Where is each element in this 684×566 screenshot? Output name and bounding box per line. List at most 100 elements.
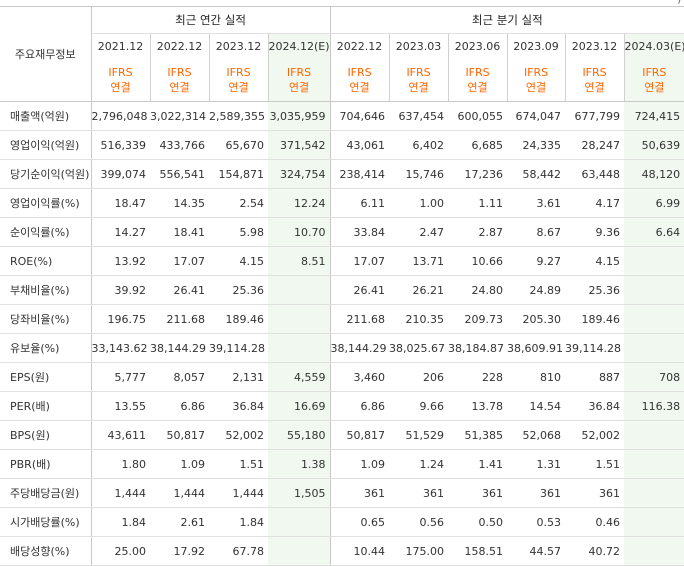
table-row: 부채비율(%) 39.92 26.41 25.36 26.41 26.21 24.80 24.… — [0, 275, 684, 305]
table-cell: 67.78 — [209, 536, 268, 566]
table-cell: 50,817 — [150, 420, 209, 450]
table-cell: 1.84 — [90, 507, 150, 537]
table-row: EPS(원) 5,777 8,057 2,131 4,559 3,460 206 228 810… — [0, 362, 684, 392]
ifrs-consolidated-label: 연결 — [349, 81, 370, 94]
financial-table: 주요재무정보 최근 연간 실적 최근 분기 실적 2021.12 2022.12 2… — [0, 6, 684, 566]
table-cell — [268, 333, 331, 363]
table-cell: 1,444 — [90, 478, 150, 508]
ifrs-standard-label: IFRS — [167, 66, 192, 79]
table-cell: 2,796,048 — [90, 101, 150, 131]
table-cell: 15,746 — [389, 159, 449, 189]
table-cell: 33,143.62 — [90, 333, 150, 363]
table-cell: 4,559 — [268, 362, 331, 392]
period-header: 2023.12 — [564, 33, 625, 59]
ifrs-standard-label: IFRS — [406, 66, 431, 79]
table-cell: 2.54 — [209, 188, 268, 218]
table-cell: 674,047 — [507, 101, 566, 131]
row-label: 순이익률(%) — [0, 217, 91, 247]
table-cell: 1.41 — [448, 449, 508, 479]
period-header: 2022.12 — [149, 33, 209, 59]
ifrs-standard-label: IFRS — [465, 66, 490, 79]
table-cell: 9.36 — [565, 217, 625, 247]
table-cell: 52,002 — [209, 420, 268, 450]
period-header: 2022.12 — [329, 33, 390, 59]
row-label: 영업이익률(%) — [0, 188, 91, 218]
table-row: 영업이익(억원) 516,339 433,766 65,670 371,542 43,06… — [0, 130, 684, 160]
table-cell: 210.35 — [389, 304, 449, 334]
table-cell: 1.51 — [565, 449, 625, 479]
table-cell: 887 — [565, 362, 625, 392]
table-cell: 1.09 — [150, 449, 209, 479]
table-cell: 361 — [329, 478, 390, 508]
ifrs-standard-label: IFRS — [523, 66, 549, 79]
table-cell: 0.65 — [329, 507, 390, 537]
table-cell: 13.55 — [90, 391, 150, 421]
row-label: 배당성향(%) — [0, 536, 91, 566]
table-row: 매출액(억원) 2,796,048 3,022,314 2,589,355 3,035,… — [0, 101, 684, 131]
table-cell: 1.09 — [329, 449, 390, 479]
table-cell: 6.99 — [624, 188, 684, 218]
table-cell: 3,035,959 — [268, 101, 331, 131]
period-header: 2023.06 — [447, 33, 508, 59]
table-cell: 1,505 — [268, 478, 331, 508]
table-cell: 8.67 — [507, 217, 566, 247]
table-cell: 39,114.28 — [209, 333, 268, 363]
row-label: BPS(원) — [0, 420, 91, 450]
ifrs-consolidated-label: 연결 — [644, 81, 665, 94]
row-label: 당기순이익(억원) — [0, 159, 91, 189]
table-cell: 1.51 — [209, 449, 268, 479]
table-row: 배당성향(%) 25.00 17.92 67.78 10.44 175.00 158.51 4… — [0, 536, 684, 566]
row-label: 부채비율(%) — [0, 275, 91, 305]
table-cell: 361 — [448, 478, 508, 508]
table-cell: 361 — [389, 478, 449, 508]
table-cell: 17.07 — [150, 246, 209, 276]
table-cell: 3,022,314 — [150, 101, 209, 131]
table-cell: 2.47 — [389, 217, 449, 247]
table-cell: 677,799 — [565, 101, 625, 131]
table-cell: 38,184.87 — [448, 333, 508, 363]
ifrs-consolidated-label: 연결 — [228, 81, 249, 94]
table-cell — [624, 507, 684, 537]
row-label: 당좌비율(%) — [0, 304, 91, 334]
table-cell: 25.36 — [209, 275, 268, 305]
period-header: 2023.12 — [208, 33, 268, 59]
ifrs-badge: IFRS 연결 — [267, 59, 331, 102]
table-cell: 1.00 — [389, 188, 449, 218]
corner-mark: / — [678, 0, 682, 6]
table-cell: 14.35 — [150, 188, 209, 218]
table-cell: 0.56 — [389, 507, 449, 537]
table-cell: 39.92 — [90, 275, 150, 305]
ifrs-standard-label: IFRS — [642, 66, 667, 79]
ifrs-row: IFRS 연결 IFRS 연결 IFRS 연결 IFRS 연결 IFRS 연결 IFRS 연결 IFRS… — [0, 59, 684, 102]
row-label: ROE(%) — [0, 246, 91, 276]
table-cell: 361 — [565, 478, 625, 508]
ifrs-consolidated-label: 연결 — [169, 81, 190, 94]
table-cell: 6.11 — [329, 188, 390, 218]
table-cell — [624, 449, 684, 479]
ifrs-consolidated-label: 연결 — [110, 81, 131, 94]
table-cell: 175.00 — [389, 536, 449, 566]
period-header: 2024.12(E) — [267, 33, 331, 59]
table-cell: 0.46 — [565, 507, 625, 537]
table-cell: 206 — [389, 362, 449, 392]
table-row: 당좌비율(%) 196.75 211.68 189.46 211.68 210.35 209… — [0, 304, 684, 334]
table-cell: 1.24 — [389, 449, 449, 479]
table-cell: 637,454 — [389, 101, 449, 131]
table-cell: 24.80 — [448, 275, 508, 305]
table-cell: 3.61 — [507, 188, 566, 218]
table-cell: 158.51 — [448, 536, 508, 566]
table-cell: 39,114.28 — [565, 333, 625, 363]
table-cell: 6.86 — [150, 391, 209, 421]
ifrs-standard-label: IFRS — [582, 66, 607, 79]
table-cell: 12.24 — [268, 188, 331, 218]
table-cell: 1.84 — [209, 507, 268, 537]
table-cell: 51,385 — [448, 420, 508, 450]
ifrs-badge: IFRS 연결 — [90, 59, 150, 102]
table-cell: 48,120 — [624, 159, 684, 189]
table-cell: 26.41 — [329, 275, 390, 305]
table-cell: 24.89 — [507, 275, 566, 305]
table-cell: 28,247 — [565, 130, 625, 160]
table-cell: 63,448 — [565, 159, 625, 189]
table-cell — [624, 420, 684, 450]
table-row: 영업이익률(%) 18.47 14.35 2.54 12.24 6.11 1.00 1.11 3… — [0, 188, 684, 218]
